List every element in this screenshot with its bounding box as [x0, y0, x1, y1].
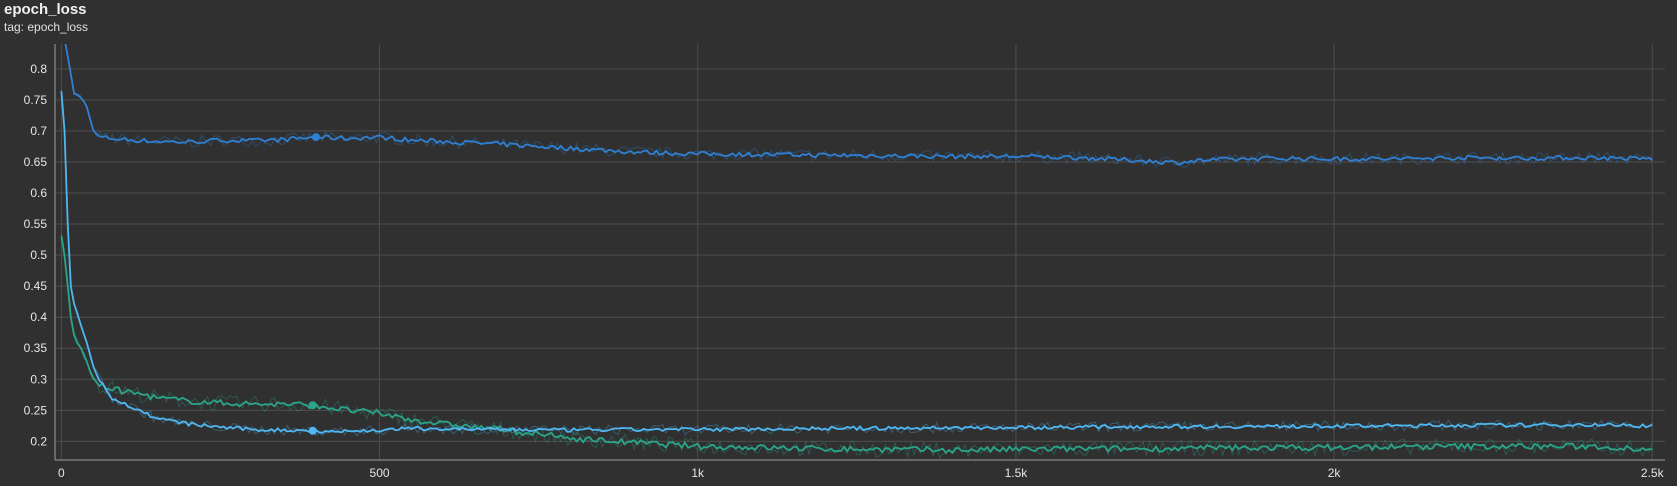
chart-series-layer [60, 44, 1653, 460]
x-tick-label: 2.5k [1641, 466, 1665, 480]
y-tick-label: 0.4 [30, 310, 47, 324]
y-tick-label: 0.7 [30, 124, 47, 138]
y-tick-label: 0.8 [30, 62, 47, 76]
y-tick-label: 0.75 [24, 93, 48, 107]
series-raw-line [60, 233, 1653, 460]
series-hover-marker [308, 426, 317, 435]
y-tick-label: 0.25 [24, 403, 48, 417]
series-line [60, 91, 1653, 434]
x-tick-label: 1.5k [1005, 466, 1029, 480]
y-tick-label: 0.3 [30, 372, 47, 386]
chart-tick-labels: 0.2 0.25 0.3 0.35 0.4 0.45 0.5 0.55 0.6 0.65 0.7 0.… [24, 62, 1665, 480]
x-tick-label: 0 [58, 466, 65, 480]
x-tick-label: 500 [370, 466, 390, 480]
series-line [64, 44, 1653, 166]
series-raw-line [64, 44, 1653, 168]
y-tick-label: 0.6 [30, 186, 47, 200]
series-line [60, 235, 1653, 455]
chart-grid [55, 44, 1665, 460]
card-title: epoch_loss [4, 1, 87, 18]
card-tag: tag: epoch_loss [4, 20, 89, 34]
y-tick-label: 0.5 [30, 248, 47, 262]
series-hover-marker [311, 133, 320, 142]
x-tick-label: 1k [691, 466, 705, 480]
chart-axes [54, 44, 1665, 461]
x-tick-label: 2k [1328, 466, 1342, 480]
series-hover-marker [308, 401, 317, 410]
y-tick-label: 0.55 [24, 217, 48, 231]
y-tick-label: 0.65 [24, 155, 48, 169]
y-tick-label: 0.35 [24, 341, 48, 355]
y-tick-label: 0.2 [30, 434, 47, 448]
y-tick-label: 0.45 [24, 279, 48, 293]
